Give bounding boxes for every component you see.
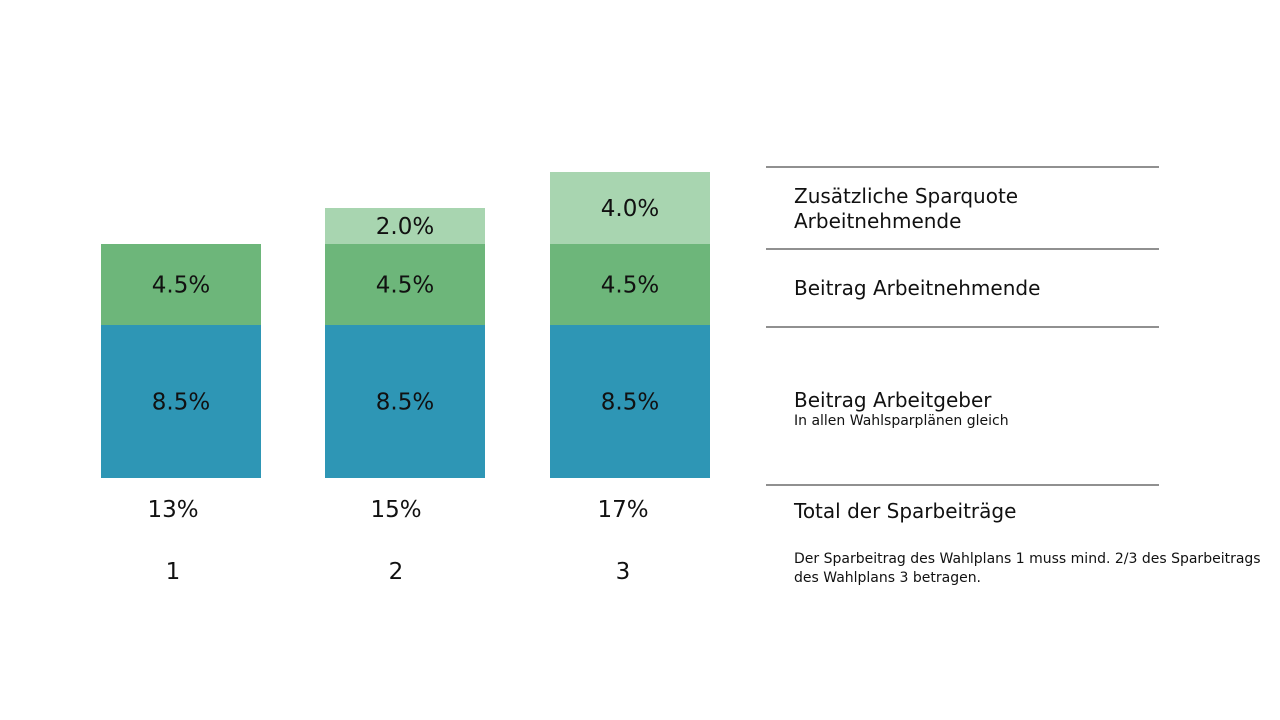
data-label-plan-3-series-1: 8.5% — [601, 390, 659, 416]
total-label-plan-2: 15% — [370, 497, 421, 523]
total-label-plan-3: 17% — [597, 497, 648, 523]
bar-segment-plan-1-series-1 — [101, 325, 261, 478]
data-label-plan-2-series-2: 4.5% — [376, 273, 434, 299]
bar-segment-plan-2-series-2 — [325, 244, 485, 325]
data-label-plan-1-series-2: 4.5% — [152, 273, 210, 299]
legend-employee-contribution: Beitrag Arbeitnehmende — [794, 276, 1041, 300]
legend-employer-contribution: Beitrag Arbeitgeber In allen Wahlsparplä… — [794, 388, 1009, 430]
bar-segment-plan-1-series-2 — [101, 244, 261, 325]
category-label-plan-1: 1 — [166, 559, 181, 585]
data-label-plan-3-series-2: 4.5% — [601, 273, 659, 299]
legend-employer-label: Beitrag Arbeitgeber — [794, 388, 992, 412]
total-label-plan-1: 13% — [147, 497, 198, 523]
footnote: Der Sparbeitrag des Wahlplans 1 muss min… — [794, 551, 1261, 586]
legend-employer-note: In allen Wahlsparplänen gleich — [794, 413, 1009, 429]
data-label-plan-2-series-1: 8.5% — [376, 390, 434, 416]
bar-segment-plan-2-series-3 — [325, 208, 485, 244]
legend-additional-savings: Zusätzliche Sparquote Arbeitnehmende — [794, 184, 1019, 233]
bar-segment-plan-3-series-1 — [550, 325, 710, 478]
legend-total-contributions: Total der Sparbeiträge — [794, 499, 1017, 523]
bar-segment-plan-3-series-3 — [550, 172, 710, 244]
bar-segment-plan-2-series-1 — [325, 325, 485, 478]
bar-segment-plan-3-series-2 — [550, 244, 710, 325]
category-label-plan-2: 2 — [389, 559, 404, 585]
data-label-plan-3-series-3: 4.0% — [601, 196, 659, 222]
category-label-plan-3: 3 — [616, 559, 631, 585]
data-label-plan-1-series-1: 8.5% — [152, 390, 210, 416]
data-label-plan-2-series-3: 2.0% — [376, 214, 434, 240]
